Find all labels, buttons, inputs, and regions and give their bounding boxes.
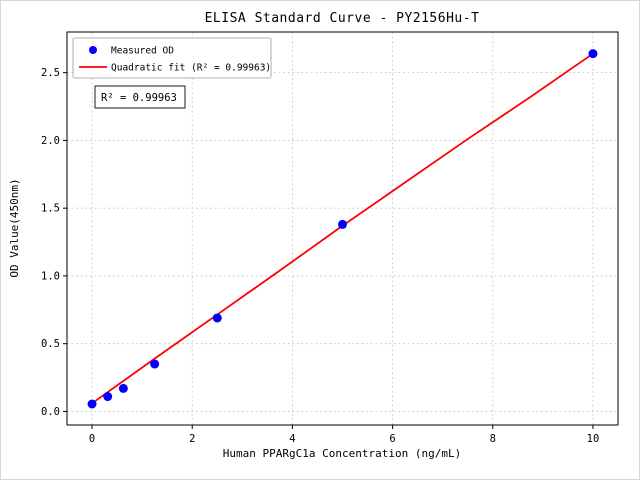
y-tick-label: 2.5 [41,67,60,79]
x-tick-label: 6 [389,433,395,445]
x-axis-label: Human PPARgC1a Concentration (ng/mL) [223,447,461,460]
legend: Measured OD Quadratic fit (R² = 0.99963) [72,37,272,79]
y-tick-label: 1.0 [41,270,60,282]
data-point [212,313,222,323]
y-tick-label: 2.0 [41,135,60,147]
chart-title: ELISA Standard Curve - PY2156Hu-T [205,11,480,26]
legend-box [72,37,272,79]
axis-ticks: 0 2 4 6 8 10 0.0 0.5 1.0 1.5 2.0 2.5 [41,67,599,445]
data-point [588,49,598,59]
y-tick-label: 0.5 [41,338,60,350]
r-squared-text: R² = 0.99963 [101,92,177,104]
y-tick-label: 0.0 [41,406,60,418]
legend-label-measured-od: Measured OD [111,46,174,57]
data-series [87,49,598,409]
y-tick-label: 1.5 [41,203,60,215]
gridlines [67,32,618,425]
x-tick-label: 0 [89,433,95,445]
legend-label-quadratic-fit: Quadratic fit (R² = 0.99963) [111,63,271,74]
data-point [338,219,347,229]
x-tick-label: 4 [289,433,295,445]
r-squared-box [94,85,186,109]
y-axis-label: OD Value(450nm) [8,178,21,277]
data-point [150,359,160,369]
r-squared-annotation: R² = 0.99963 [94,85,186,109]
data-point [87,399,97,409]
x-tick-label: 10 [587,433,600,445]
x-tick-label: 2 [189,433,195,445]
data-point [118,383,128,393]
data-point [103,392,113,402]
plot-border [66,31,619,426]
x-tick-label: 8 [490,433,496,445]
legend-marker-measured-od-icon [89,46,97,54]
